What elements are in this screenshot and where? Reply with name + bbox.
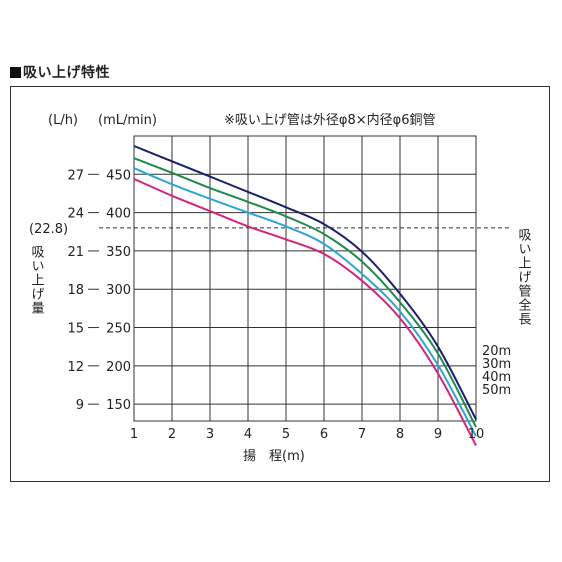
x-axis-title: 揚 程(m) — [243, 448, 305, 464]
unit-right-label: (mL/min) — [98, 113, 157, 128]
x-tick-label: 3 — [206, 427, 214, 442]
series-label-30m: 30m — [482, 357, 511, 372]
y-tick-label-lh: 27 — [67, 168, 84, 183]
x-tick-label: 7 — [358, 427, 366, 442]
pipe-note: ※吸い上げ管は外径φ8×内径φ6銅管 — [224, 112, 435, 128]
x-tick-label: 1 — [130, 427, 138, 442]
x-tick-label: 4 — [244, 427, 252, 442]
chart-heading-text: 吸い上げ特性 — [23, 65, 110, 81]
y-tick-label-mlmin: 250 — [106, 322, 131, 337]
series-label-40m: 40m — [482, 370, 511, 385]
series-label-20m: 20m — [482, 344, 511, 359]
reference-line-group: (22.8) — [29, 222, 510, 237]
series-line-30m — [133, 157, 477, 428]
x-tick-label: 8 — [396, 427, 404, 442]
y-tick-label-mlmin: 400 — [106, 207, 131, 222]
series-label-50m: 50m — [482, 383, 511, 398]
chart-heading: 吸い上げ特性 — [10, 62, 110, 82]
series-line-40m — [133, 167, 477, 437]
x-tick-label: 2 — [168, 427, 176, 442]
y-tick-label-lh: 9 — [76, 398, 84, 413]
series-line-50m — [133, 177, 477, 446]
y-tick-label-lh: 12 — [67, 360, 84, 375]
square-bullet-icon — [10, 67, 21, 78]
curves — [133, 145, 477, 446]
x-tick-label: 6 — [320, 427, 328, 442]
y-tick-label-lh: 21 — [67, 245, 84, 260]
y-tick-label-mlmin: 450 — [106, 168, 131, 183]
y-tick-label-mlmin: 200 — [106, 360, 131, 375]
y-tick-label-mlmin: 300 — [106, 283, 131, 298]
unit-left-label: (L/h) — [48, 113, 78, 128]
y-tick-label-mlmin: 150 — [106, 398, 131, 413]
x-tick-label: 10 — [468, 427, 485, 442]
series-line-20m — [133, 145, 477, 420]
right-axis-title: 吸い上げ管全長 — [516, 228, 532, 326]
y-tick-label-lh: 15 — [67, 322, 84, 337]
y-axis-title: 吸い上げ量 — [29, 245, 45, 315]
y-tick-label-mlmin: 350 — [106, 245, 131, 260]
y-tick-label-lh: 24 — [67, 207, 84, 222]
reference-line-label: (22.8) — [29, 222, 68, 237]
x-tick-label: 5 — [282, 427, 290, 442]
chart-frame — [10, 86, 550, 482]
grid-lines — [88, 135, 477, 422]
y-tick-label-lh: 18 — [67, 283, 84, 298]
x-tick-label: 9 — [434, 427, 442, 442]
